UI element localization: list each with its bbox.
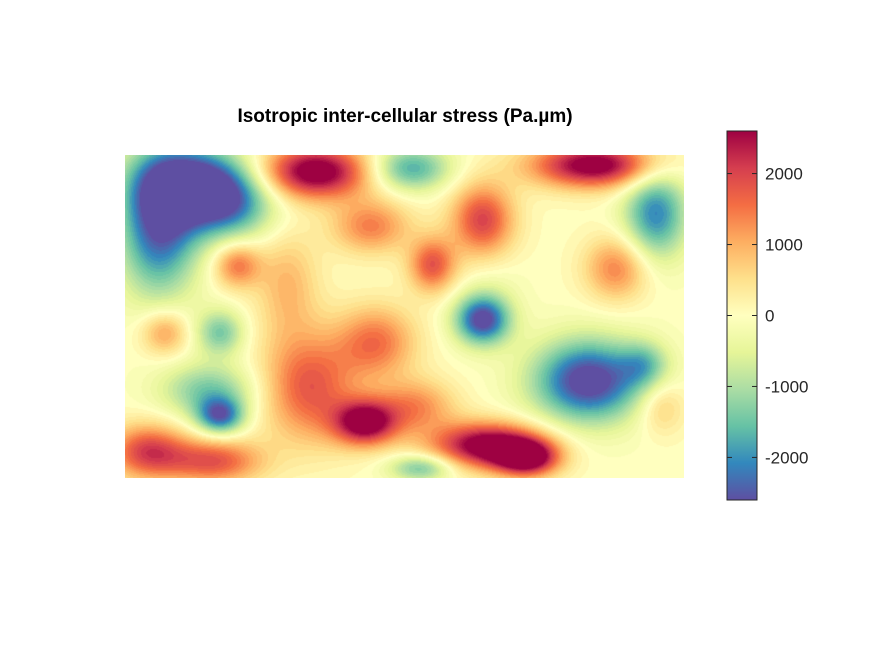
- colorbar-tick-label: 1000: [765, 236, 803, 255]
- colorbar-tick-label: -1000: [765, 377, 808, 396]
- colorbar-tick-label: -2000: [765, 448, 808, 467]
- colorbar-tick-label: 0: [765, 307, 774, 326]
- colorbar-ticks: -2000 -1000 0 1000 2000: [727, 165, 808, 467]
- heatmap-plot-area: [125, 155, 684, 478]
- colorbar-tick-label: 2000: [765, 165, 803, 184]
- colorbar: -2000 -1000 0 1000 2000: [726, 130, 808, 501]
- heatmap-canvas: [125, 155, 684, 478]
- chart-title: Isotropic inter-cellular stress (Pa.µm): [237, 106, 572, 127]
